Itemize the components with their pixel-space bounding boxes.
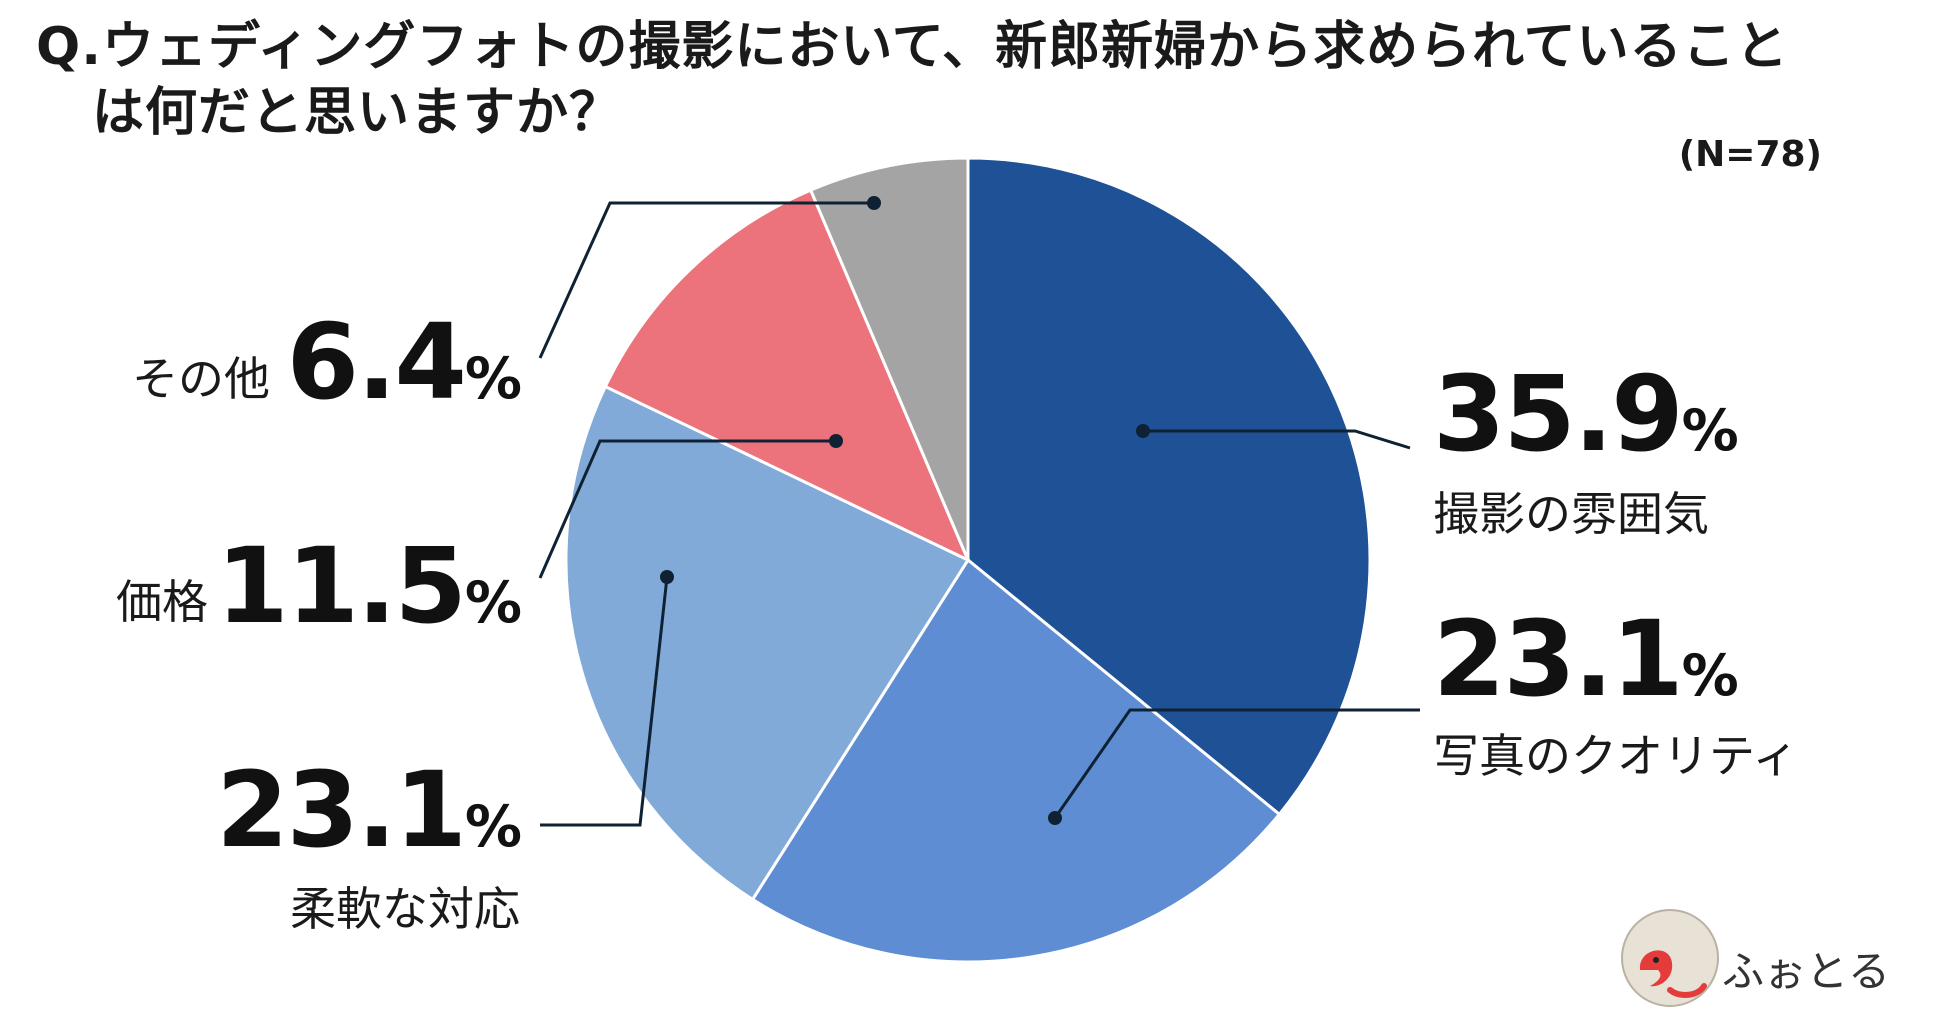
leader-line-4 xyxy=(538,439,836,579)
leader-lines xyxy=(538,196,1420,827)
slice-percent-label-3: 23.1% xyxy=(216,749,521,871)
slice-category-label-5: その他 xyxy=(132,352,270,406)
leader-dot-2 xyxy=(1048,811,1062,825)
slice-category-label-2: 写真のクオリティ xyxy=(1433,729,1798,783)
question-title-line2: は何だと思いますか？ xyxy=(92,83,623,143)
question-title: Q.ウェディングフォトの撮影において、新郎新婦から求められていること は何だと思… xyxy=(36,14,1916,146)
slice-percent-label-4: 11.5% xyxy=(216,525,521,647)
pie-slice-3 xyxy=(564,384,971,902)
leader-dot-3 xyxy=(660,570,674,584)
pie-slice-4 xyxy=(603,188,971,564)
slice-category-label-3: 柔軟な対応 xyxy=(290,882,520,936)
leader-line-1 xyxy=(1143,429,1411,450)
leader-dot-5 xyxy=(867,196,881,210)
logo-text: ふぉとる xyxy=(1722,947,1891,996)
slice-percent-label-1: 35.9% xyxy=(1433,353,1738,475)
sample-size: (N=78) xyxy=(1678,134,1822,175)
pie-slice-5 xyxy=(808,156,970,561)
question-title-line1: Q.ウェディングフォトの撮影において、新郎新婦から求められていること xyxy=(36,17,1789,77)
leader-line-3 xyxy=(540,576,669,827)
slice-category-label-1: 撮影の雰囲気 xyxy=(1433,487,1709,541)
pie-slice-1 xyxy=(966,156,1372,817)
slice-category-label-4: 価格 xyxy=(116,575,208,629)
leader-line-5 xyxy=(538,201,874,359)
photoru-logo-icon xyxy=(1621,909,1719,1007)
leader-dot-1 xyxy=(1136,424,1150,438)
leader-dot-4 xyxy=(829,434,843,448)
leader-line-2 xyxy=(1053,708,1420,819)
pie-slices xyxy=(564,156,1372,964)
slice-percent-label-2: 23.1% xyxy=(1433,598,1738,720)
slice-percent-label-5: 6.4% xyxy=(287,301,521,423)
pie-slice-2 xyxy=(750,557,1282,964)
slice-labels: 35.9% 撮影の雰囲気 23.1% 写真のクオリティ 23.1% 柔軟な対応 11.5%価… xyxy=(116,301,1798,936)
